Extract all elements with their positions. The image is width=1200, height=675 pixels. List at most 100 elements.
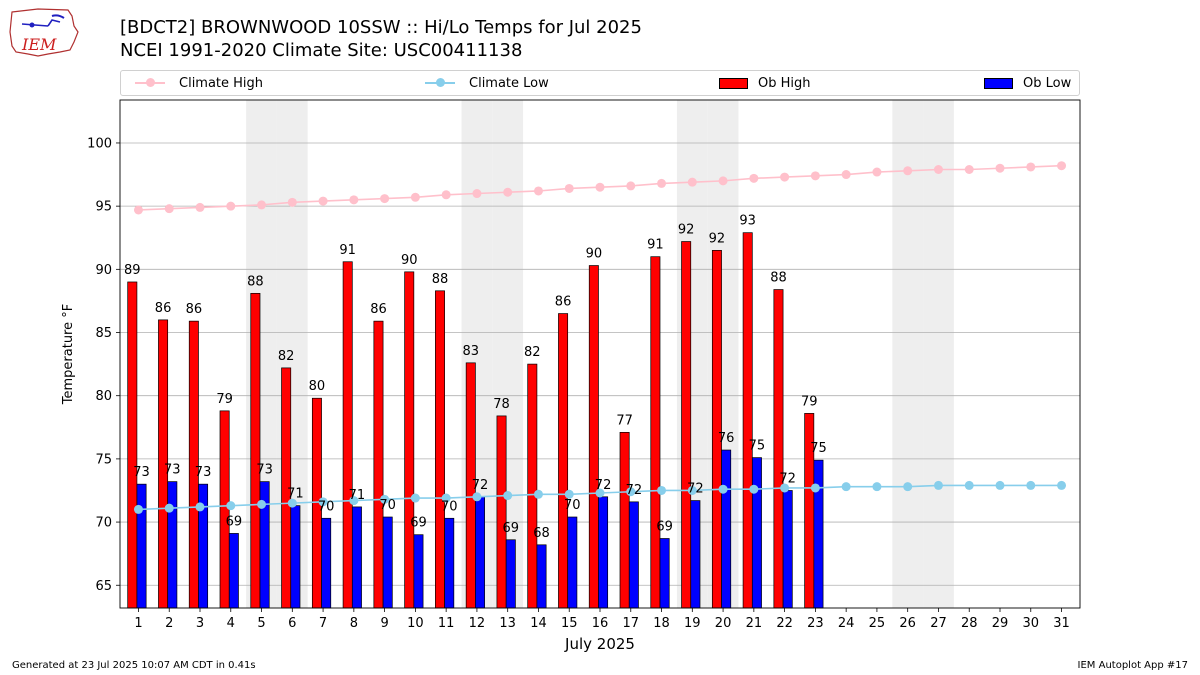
climate-low-point bbox=[410, 493, 420, 503]
x-tick-label: 5 bbox=[257, 616, 265, 631]
climate-low-point bbox=[195, 502, 205, 512]
climate-high-point bbox=[349, 195, 359, 205]
chart-title: [BDCT2] BROWNWOOD 10SSW :: Hi/Lo Temps f… bbox=[120, 17, 642, 38]
ob-high-bar bbox=[404, 271, 415, 609]
ob-high-label: 86 bbox=[555, 295, 572, 310]
climate-low-point bbox=[964, 480, 974, 490]
climate-high-point bbox=[564, 183, 574, 193]
x-tick-label: 11 bbox=[438, 616, 455, 631]
ob-high-label: 86 bbox=[155, 301, 172, 316]
climate-high-point bbox=[595, 182, 605, 192]
x-tick-label: 7 bbox=[319, 616, 327, 631]
climate-high-point bbox=[226, 201, 236, 211]
footer-generated: Generated at 23 Jul 2025 10:07 AM CDT in… bbox=[12, 660, 256, 671]
ob-low-bar bbox=[628, 501, 639, 609]
climate-high-point bbox=[533, 186, 543, 196]
x-tick-label: 14 bbox=[530, 616, 547, 631]
ob-high-bar bbox=[619, 431, 630, 609]
climate-low-point bbox=[349, 496, 359, 506]
legend-climate-high-swatch bbox=[135, 78, 165, 87]
climate-high-point bbox=[657, 178, 667, 188]
climate-low-point bbox=[226, 501, 236, 511]
ob-high-label: 86 bbox=[186, 302, 203, 317]
climate-high-point bbox=[841, 170, 851, 180]
climate-high-point bbox=[903, 166, 913, 176]
ob-high-bar bbox=[681, 241, 692, 609]
ob-high-bar bbox=[558, 313, 569, 609]
ob-low-bar bbox=[413, 534, 424, 609]
ob-low-label: 69 bbox=[226, 514, 243, 529]
y-tick-label: 80 bbox=[95, 389, 112, 404]
ob-high-label: 92 bbox=[709, 231, 726, 246]
ob-high-bar bbox=[342, 261, 353, 609]
x-tick-label: 26 bbox=[899, 616, 916, 631]
climate-high-point bbox=[718, 176, 728, 186]
ob-low-bar bbox=[536, 544, 547, 609]
ob-low-bar bbox=[382, 516, 393, 609]
ob-high-label: 88 bbox=[432, 272, 449, 287]
x-tick-label: 9 bbox=[380, 616, 388, 631]
ob-high-bar bbox=[588, 265, 599, 609]
x-tick-label: 12 bbox=[469, 616, 486, 631]
ob-high-label: 91 bbox=[339, 243, 356, 258]
ob-low-label: 76 bbox=[718, 431, 735, 446]
ob-low-bar bbox=[351, 506, 362, 609]
climate-low-point bbox=[533, 489, 543, 499]
climate-low-point bbox=[287, 498, 297, 508]
ob-low-bar bbox=[475, 496, 485, 609]
ob-high-label: 78 bbox=[493, 397, 510, 412]
footer-app: IEM Autoplot App #17 bbox=[1077, 660, 1188, 671]
x-tick-label: 22 bbox=[776, 616, 793, 631]
ob-low-bar bbox=[598, 496, 609, 609]
x-tick-label: 8 bbox=[350, 616, 358, 631]
ob-high-label: 91 bbox=[647, 238, 664, 253]
climate-low-point bbox=[903, 482, 913, 492]
climate-high-point bbox=[133, 205, 143, 215]
legend-ob-low: Ob Low bbox=[984, 71, 1071, 95]
climate-high-point bbox=[195, 202, 205, 212]
climate-low-point bbox=[626, 487, 636, 497]
x-tick-label: 23 bbox=[807, 616, 824, 631]
ob-high-label: 77 bbox=[616, 413, 633, 428]
ob-high-label: 90 bbox=[401, 253, 418, 268]
x-tick-label: 29 bbox=[992, 616, 1009, 631]
climate-low-point bbox=[1057, 480, 1067, 490]
ob-low-bar bbox=[813, 459, 824, 609]
ob-high-label: 79 bbox=[801, 394, 818, 409]
ob-high-label: 89 bbox=[124, 263, 141, 278]
ob-high-label: 92 bbox=[678, 223, 695, 238]
legend-ob-high-label: Ob High bbox=[758, 75, 811, 91]
iem-logo: IEM bbox=[9, 8, 79, 57]
legend-ob-high-swatch bbox=[719, 77, 748, 89]
climate-high-point bbox=[257, 200, 267, 210]
legend-ob-high: Ob High bbox=[719, 71, 811, 95]
ob-low-bar bbox=[290, 505, 301, 609]
climate-high-point bbox=[410, 192, 420, 202]
x-tick-label: 10 bbox=[407, 616, 424, 631]
x-tick-label: 18 bbox=[653, 616, 670, 631]
x-tick-label: 4 bbox=[227, 616, 235, 631]
climate-low-point bbox=[657, 485, 667, 495]
ob-low-label: 70 bbox=[564, 498, 581, 513]
y-tick-label: 85 bbox=[95, 326, 112, 341]
climate-high-point bbox=[1026, 162, 1036, 172]
ob-low-bar bbox=[659, 538, 670, 609]
climate-low-point bbox=[595, 488, 605, 498]
climate-low-point bbox=[718, 484, 728, 494]
x-tick-label: 3 bbox=[196, 616, 204, 631]
ob-low-bar bbox=[690, 500, 701, 609]
ob-low-label: 70 bbox=[318, 499, 335, 514]
ob-low-label: 70 bbox=[441, 499, 458, 514]
legend: Climate High Climate Low Ob High Ob Low bbox=[120, 70, 1080, 96]
ob-low-label: 70 bbox=[379, 498, 396, 513]
ob-low-label: 72 bbox=[687, 482, 704, 497]
ob-low-label: 69 bbox=[656, 519, 673, 534]
legend-ob-low-label: Ob Low bbox=[1023, 75, 1072, 91]
climate-low-point bbox=[780, 483, 790, 493]
ob-low-bar bbox=[167, 481, 178, 609]
ob-low-bar bbox=[782, 490, 793, 609]
x-tick-label: 17 bbox=[622, 616, 639, 631]
ob-low-bar bbox=[721, 449, 732, 609]
legend-ob-low-swatch bbox=[984, 77, 1013, 89]
